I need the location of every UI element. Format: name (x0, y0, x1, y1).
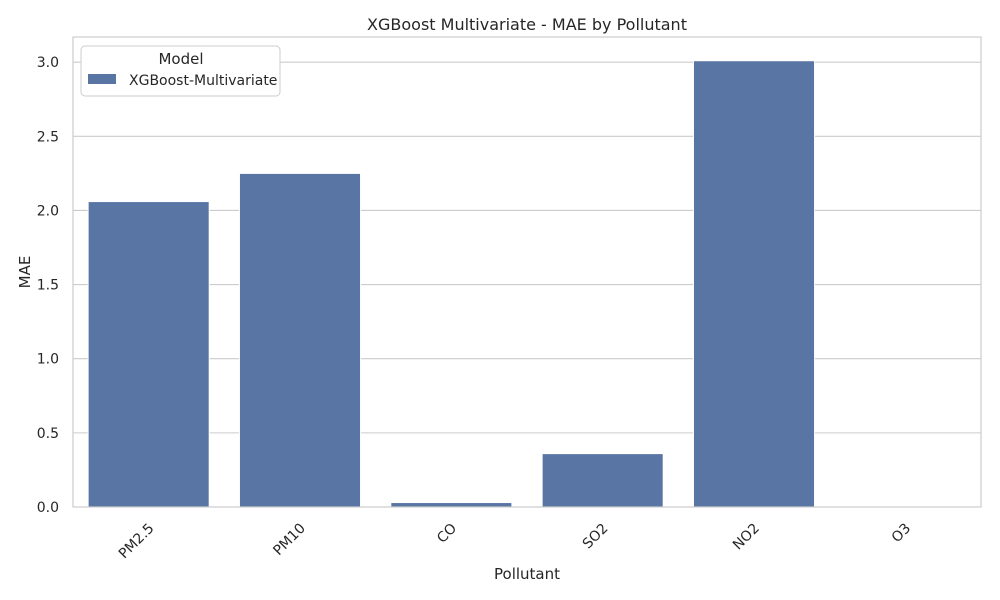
y-tick-label: 2.0 (37, 203, 59, 219)
y-tick-label: 1.5 (37, 278, 59, 294)
x-axis-label: Pollutant (494, 565, 560, 583)
bar-no2 (692, 60, 816, 508)
plot-area-frame (72, 36, 982, 508)
y-tick-label: 1.0 (37, 352, 59, 368)
y-axis-label: MAE (16, 256, 34, 289)
y-tick-label: 3.0 (37, 55, 59, 71)
legend-swatch (88, 74, 116, 84)
legend: Model XGBoost-Multivariate (80, 45, 281, 97)
y-tick-label: 0.0 (37, 500, 59, 516)
y-tick-labels: 0.0 0.5 1.0 1.5 2.0 2.5 3.0 (37, 55, 59, 516)
bar-pm10 (238, 172, 362, 508)
chart-title: XGBoost Multivariate - MAE by Pollutant (367, 15, 687, 34)
bar-pm25 (87, 201, 210, 508)
bar-co (390, 502, 513, 508)
bar-so2 (541, 453, 664, 508)
y-tick-label: 2.5 (37, 129, 59, 145)
legend-box (80, 45, 281, 97)
bars (87, 60, 816, 508)
legend-title: Model (158, 50, 203, 68)
y-tick-label: 0.5 (37, 426, 59, 442)
legend-series-label: XGBoost-Multivariate (129, 73, 277, 89)
